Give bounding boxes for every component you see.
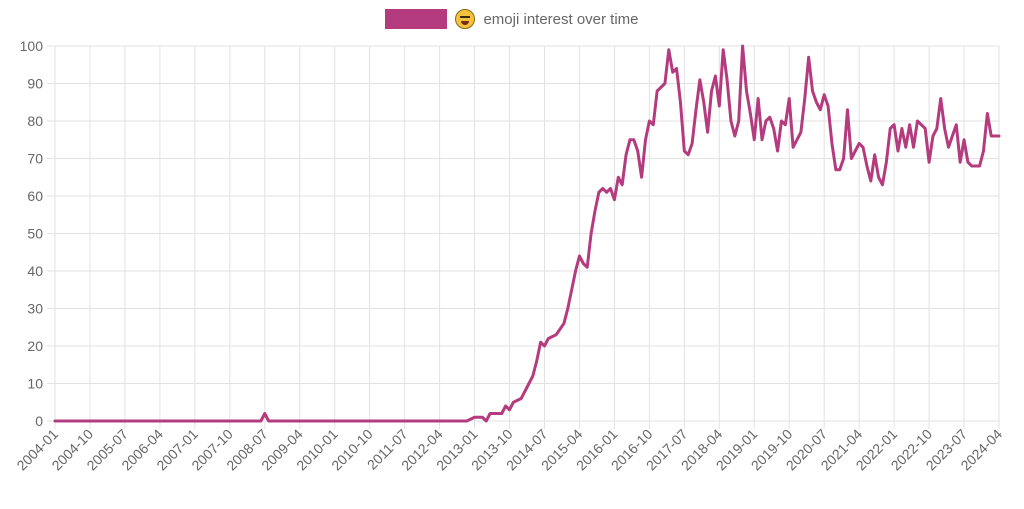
y-tick-label: 30 [27,301,43,317]
y-tick-label: 40 [27,263,43,279]
x-axis-ticks: 2004-012004-102005-072006-042007-012007-… [13,421,1005,473]
y-tick-label: 100 [20,38,44,54]
grinning-squinting-face-icon [455,9,476,29]
legend-label: emoji interest over time [483,10,639,28]
y-tick-label: 20 [27,338,43,354]
series-layer [53,44,1001,423]
series-line[interactable] [53,44,1001,423]
legend[interactable]: emoji interest over time [0,9,1024,29]
y-tick-label: 50 [27,226,43,242]
y-tick-label: 60 [27,188,43,204]
y-tick-label: 0 [35,413,43,429]
grid [54,45,1000,422]
legend-swatch [385,9,448,29]
y-tick-label: 90 [27,76,43,92]
y-tick-label: 10 [27,376,43,392]
y-tick-label: 80 [27,113,43,129]
y-axis-ticks: 0 10 20 30 40 50 60 70 80 90 100 [20,38,55,429]
y-tick-label: 70 [27,151,43,167]
